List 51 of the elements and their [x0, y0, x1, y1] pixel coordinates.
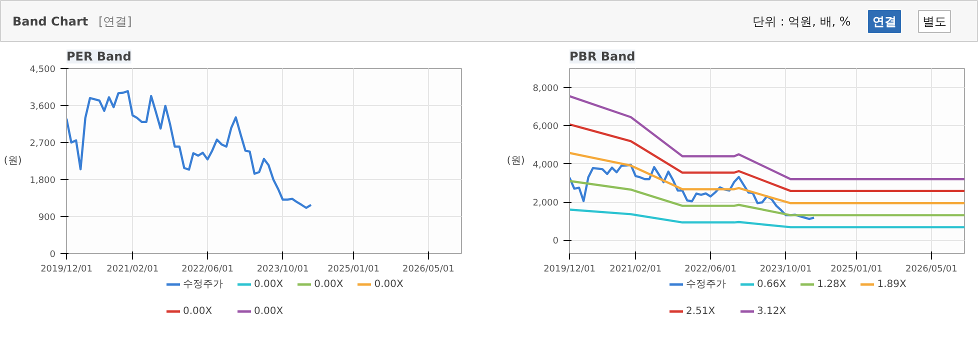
x-tick-label: 2022/06/01 — [182, 264, 234, 274]
legend-label: 3.12X — [757, 305, 786, 317]
legend-label: 0.00X — [254, 278, 284, 290]
y-tick-label: 4,000 — [532, 160, 559, 170]
x-tick-label: 2026/05/01 — [402, 264, 454, 274]
y-tick-label: 0 — [50, 250, 56, 260]
y-tick-label: 0 — [552, 236, 559, 247]
legend-label: 1.28X — [817, 278, 846, 290]
legend-label: 0.66X — [757, 278, 786, 290]
x-tick-label: 2019/12/01 — [544, 264, 596, 274]
x-tick-label: 2025/01/01 — [830, 264, 882, 274]
y-tick-label: 6,000 — [532, 122, 559, 132]
y-tick-label: 900 — [38, 213, 56, 223]
y-tick-label: 1,800 — [30, 176, 56, 186]
y-axis-title: (원) — [506, 156, 525, 166]
x-tick-label: 2023/10/01 — [256, 264, 309, 274]
legend-label: 0.00X — [254, 305, 284, 317]
y-tick-label: 2,000 — [532, 198, 559, 209]
chart-title: PBR Band — [570, 50, 636, 64]
line-series — [66, 90, 312, 209]
legend-label: 수정주가 — [686, 278, 726, 291]
legend-label: 0.00X — [374, 278, 404, 290]
y-tick-label: 8,000 — [532, 84, 559, 94]
text: [연결] — [98, 14, 132, 28]
x-tick-label: 2019/12/01 — [40, 264, 92, 274]
legend-label: 0.00X — [314, 278, 344, 290]
x-tick-label: 2022/06/01 — [684, 264, 736, 274]
line-series — [570, 123, 964, 192]
x-tick-label: 2025/01/01 — [328, 264, 380, 274]
text: 연결 — [872, 14, 896, 28]
y-tick-label: 4,500 — [30, 65, 56, 75]
y-tick-label: 2,700 — [30, 139, 56, 149]
line-series — [570, 164, 816, 220]
text: 단위 : 억원, 배, % — [752, 14, 851, 28]
legend-label: 수정주가 — [183, 278, 223, 291]
legend-label: 1.89X — [877, 278, 906, 290]
x-tick-label: 2026/05/01 — [906, 264, 958, 274]
chart-title: PER Band — [66, 50, 132, 64]
x-tick-label: 2021/02/01 — [610, 264, 662, 274]
line-series — [570, 95, 964, 180]
y-tick-label: 3,600 — [30, 102, 56, 112]
legend-label: 0.00X — [183, 305, 212, 317]
line-series — [570, 152, 964, 204]
line-series — [570, 208, 964, 228]
x-tick-label: 2021/02/01 — [106, 264, 159, 274]
line-series — [570, 180, 964, 216]
x-tick-label: 2023/10/01 — [760, 264, 812, 274]
text: Band Chart — [12, 14, 88, 28]
text: 별도 — [922, 14, 946, 28]
y-axis-title: (원) — [4, 156, 22, 166]
legend-label: 2.51X — [686, 305, 716, 317]
